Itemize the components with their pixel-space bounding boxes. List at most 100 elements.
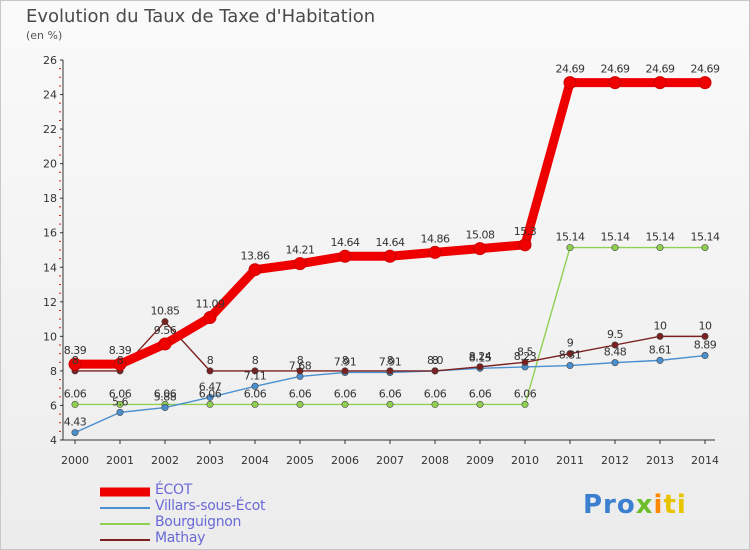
data-label-2: 6.06	[514, 387, 537, 400]
x-tick-label: 2002	[151, 454, 179, 467]
data-point-0	[653, 76, 667, 90]
data-label-0: 15.3	[514, 225, 537, 238]
data-point-2	[611, 244, 619, 252]
data-label-2: 6.06	[199, 387, 222, 400]
proxiti-logo: Proxiti	[583, 490, 687, 520]
data-label-2: 6.06	[469, 387, 492, 400]
x-tick-label: 2013	[646, 454, 674, 467]
legend-label-ecot: ÉCOT	[155, 482, 192, 498]
y-tick-label: 6	[50, 399, 57, 412]
legend-swatch-mathay	[100, 539, 150, 541]
data-point-0	[203, 311, 217, 325]
data-label-1: 5.6	[112, 395, 128, 408]
data-point-0	[383, 249, 397, 263]
data-label-0: 8.39	[64, 344, 87, 357]
data-label-2: 6.06	[109, 387, 132, 400]
x-tick-label: 2005	[286, 454, 314, 467]
data-label-1: 8.31	[559, 349, 582, 362]
data-point-2	[566, 244, 574, 252]
data-label-1: 6.47	[199, 380, 222, 393]
data-label-2: 15.14	[691, 231, 720, 244]
data-label-1: 8.61	[649, 343, 672, 356]
data-label-1: 8.48	[604, 346, 627, 359]
data-label-0: 14.64	[376, 236, 405, 249]
data-label-3: 8	[387, 354, 394, 367]
data-label-1: 7.91	[334, 355, 357, 368]
data-point-2	[701, 244, 709, 252]
data-label-0: 24.69	[556, 63, 585, 76]
data-label-1: 8.89	[694, 339, 717, 352]
data-label-3: 8	[117, 354, 124, 367]
data-point-1	[116, 408, 124, 416]
legend-swatch-villars-sous-ecot	[100, 507, 150, 509]
logo-part-1: Pro	[583, 490, 636, 520]
data-label-2: 6.06	[334, 387, 357, 400]
data-label-0: 9.56	[154, 324, 177, 337]
data-label-3: 8	[342, 354, 349, 367]
data-label-3: 9.5	[607, 328, 623, 341]
y-tick-label: 8	[50, 365, 57, 378]
data-point-2	[521, 400, 529, 408]
data-point-3	[251, 367, 259, 375]
logo-part-3: i	[653, 490, 664, 520]
data-label-0: 14.64	[331, 236, 360, 249]
data-point-3	[386, 367, 394, 375]
data-point-1	[71, 429, 79, 437]
x-tick-label: 2006	[331, 454, 359, 467]
data-label-2: 6.06	[64, 387, 87, 400]
data-label-1: 7.68	[289, 359, 312, 372]
data-point-3	[341, 367, 349, 375]
data-label-1: 7.91	[379, 355, 402, 368]
x-tick-label: 2001	[106, 454, 134, 467]
data-label-3: 8	[297, 354, 304, 367]
data-label-2: 6.06	[244, 387, 267, 400]
data-label-3: 8	[72, 354, 79, 367]
data-point-3	[521, 358, 529, 366]
x-tick-label: 2008	[421, 454, 449, 467]
logo-part-4: ti	[663, 490, 687, 520]
data-point-1	[611, 359, 619, 367]
data-point-0	[338, 249, 352, 263]
data-label-2: 6.06	[154, 387, 177, 400]
data-label-1: 8.23	[514, 350, 537, 363]
data-point-0	[428, 245, 442, 259]
data-point-3	[206, 367, 214, 375]
data-point-0	[698, 76, 712, 90]
data-point-1	[656, 356, 664, 364]
data-point-0	[68, 357, 82, 371]
legend-swatch-ecot	[100, 487, 150, 497]
legend-swatch-bourguignon	[100, 523, 150, 525]
data-label-2: 15.14	[646, 231, 675, 244]
x-tick-label: 2009	[466, 454, 494, 467]
data-point-2	[206, 400, 214, 408]
x-tick-label: 2003	[196, 454, 224, 467]
data-point-3	[431, 367, 439, 375]
y-tick-label: 26	[43, 54, 57, 67]
data-point-2	[116, 400, 124, 408]
legend-label-villars-sous-ecot: Villars-sous-Écot	[155, 498, 266, 514]
y-tick-label: 10	[43, 330, 57, 343]
data-label-3: 8.5	[517, 345, 533, 358]
data-point-2	[341, 400, 349, 408]
data-point-1	[206, 393, 214, 401]
data-point-2	[476, 400, 484, 408]
data-point-2	[431, 400, 439, 408]
data-point-3	[161, 318, 169, 326]
y-tick-label: 12	[43, 296, 57, 309]
data-point-3	[296, 367, 304, 375]
data-label-3: 8	[252, 354, 259, 367]
data-point-1	[566, 362, 574, 370]
logo-part-2: x	[635, 490, 654, 520]
data-label-2: 15.14	[601, 231, 630, 244]
data-point-0	[473, 242, 487, 256]
data-label-0: 24.69	[691, 63, 720, 76]
data-label-3: 8.24	[469, 350, 492, 363]
data-label-0: 24.69	[646, 63, 675, 76]
data-label-3: 10	[699, 319, 712, 332]
data-label-3: 9	[567, 337, 574, 350]
data-label-2: 6.06	[379, 387, 402, 400]
data-point-3	[701, 332, 709, 340]
data-label-0: 11.09	[196, 298, 225, 311]
